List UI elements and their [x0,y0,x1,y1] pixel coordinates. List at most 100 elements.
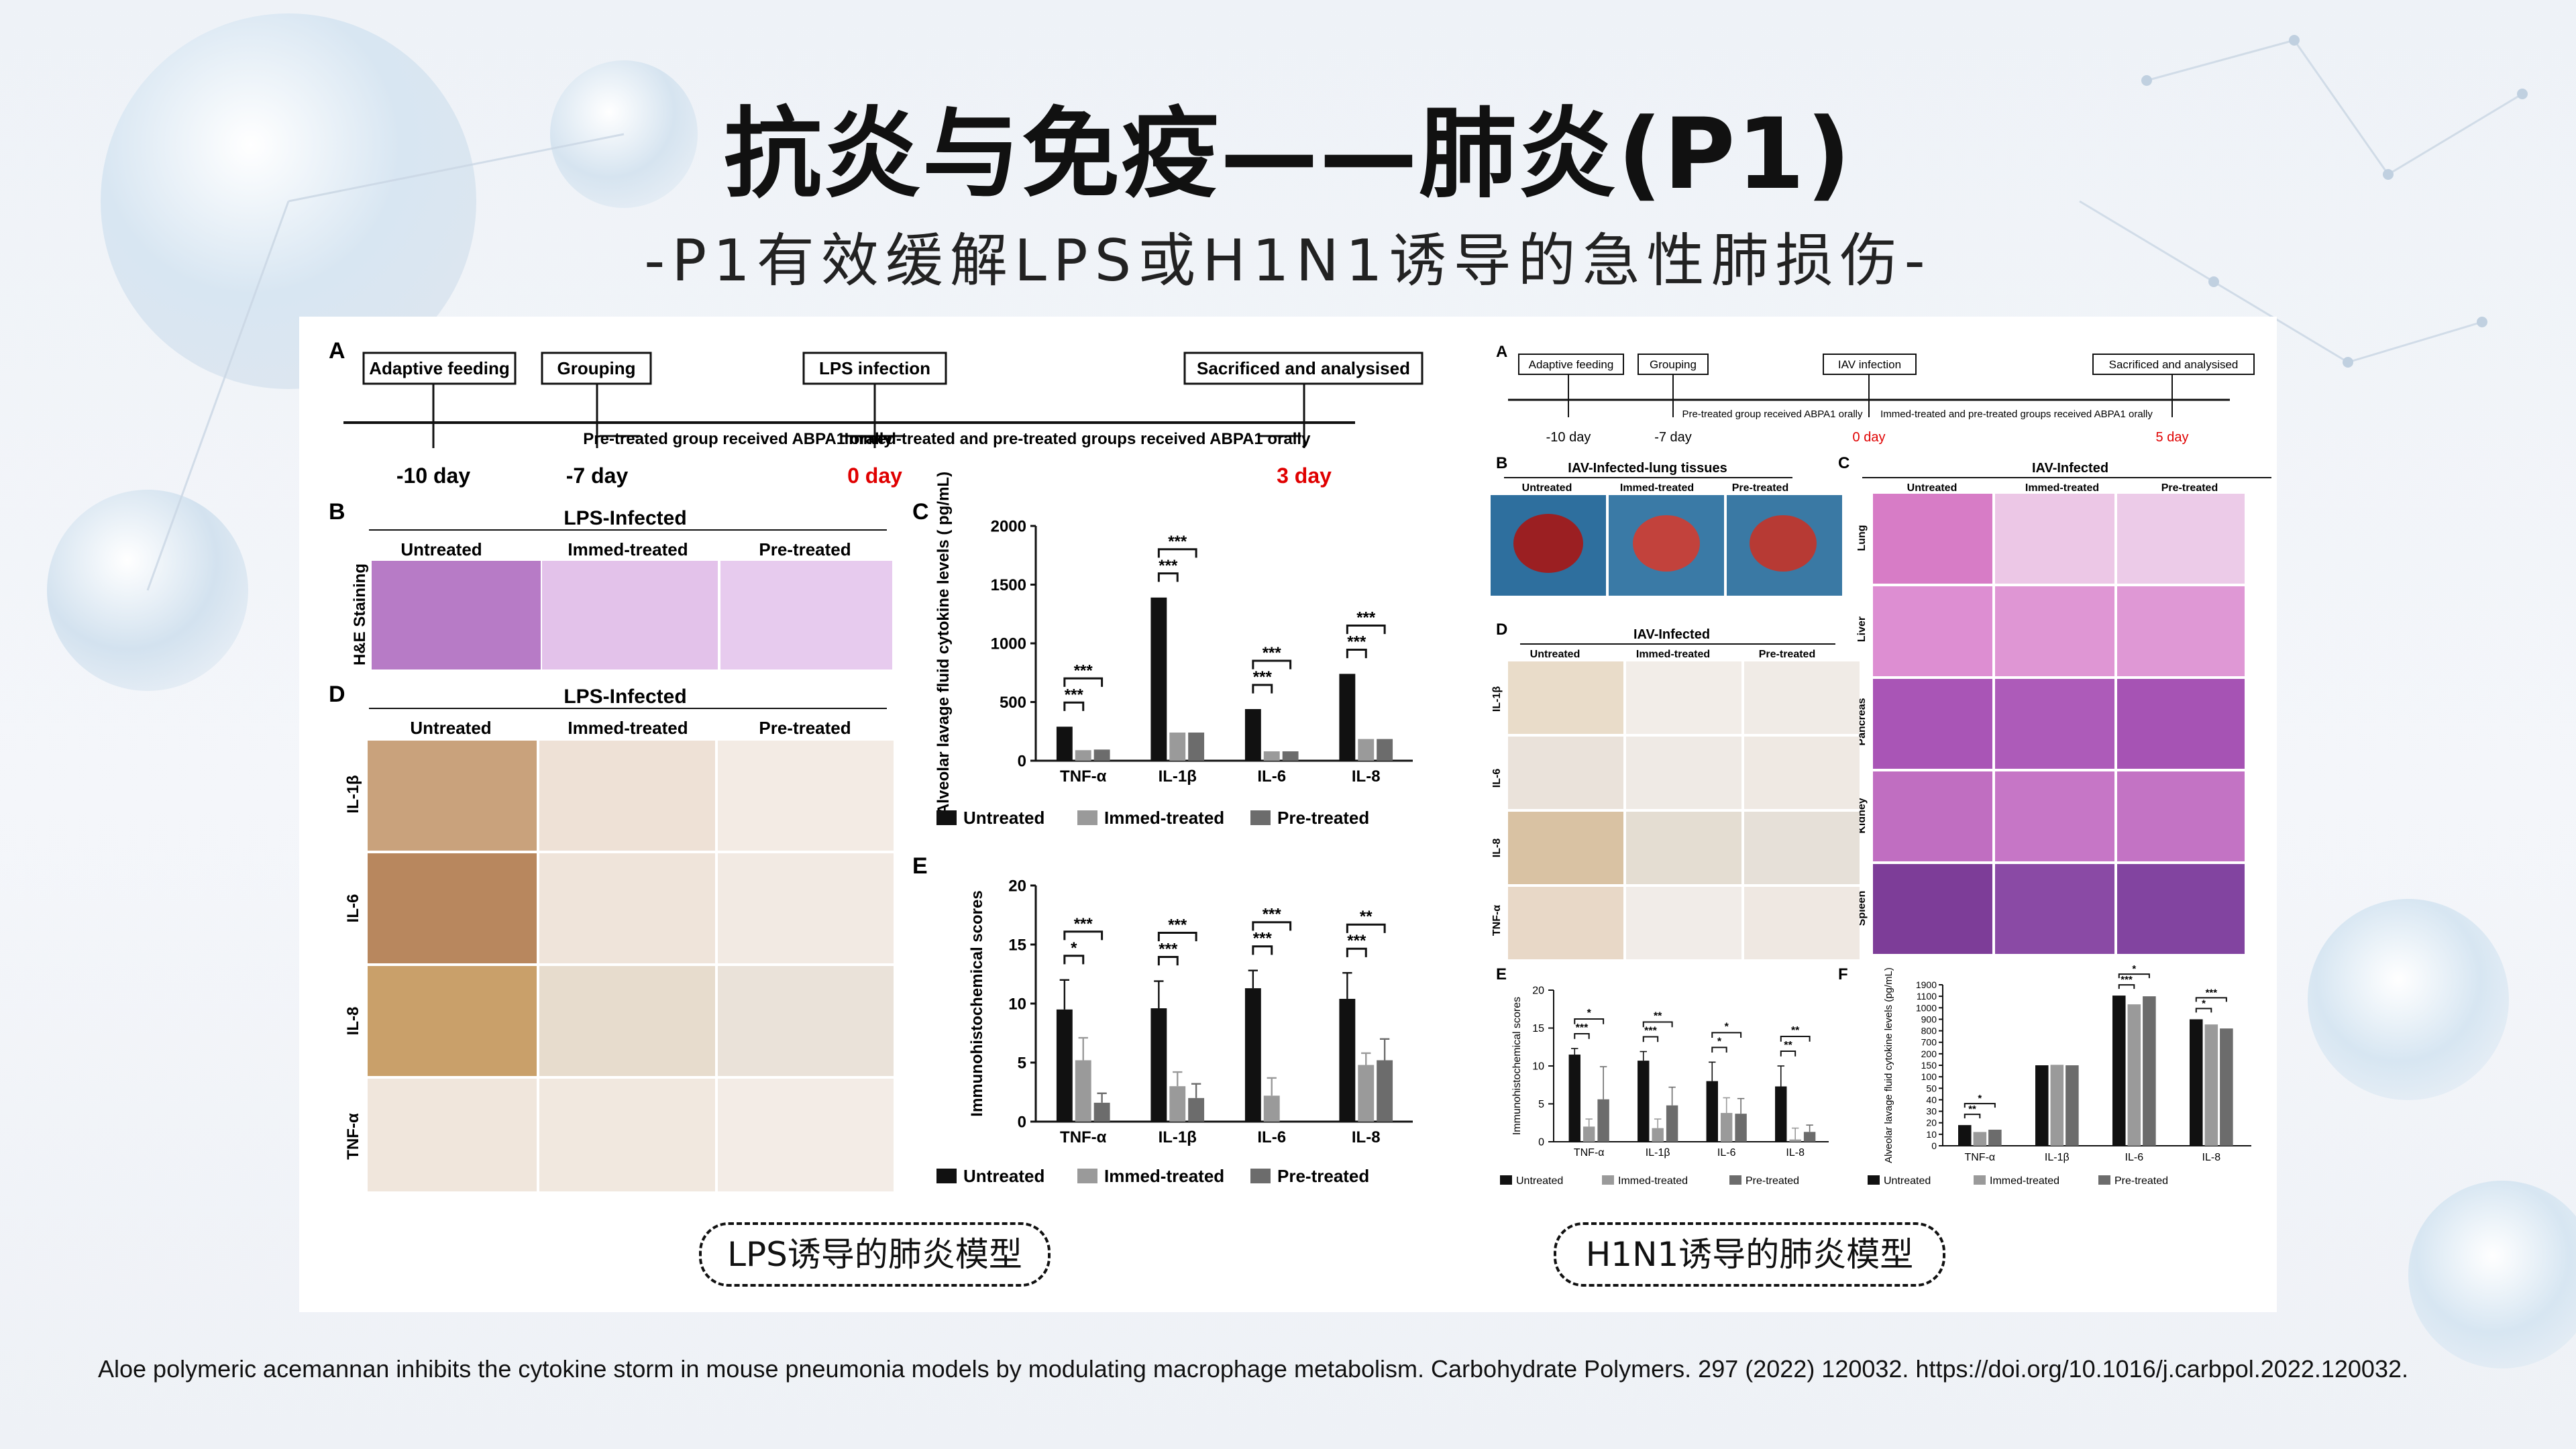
bar [1244,709,1261,761]
ihc-grid: IL-1β IL-6 IL-8 TNF-α [1491,661,1860,959]
bar [1075,750,1091,761]
bar [1597,1099,1609,1142]
x-tick-label: TNF-α [1060,767,1107,786]
svg-text:IL-6: IL-6 [344,894,362,923]
significance-bracket [1346,923,1386,933]
significance-label: *** [1159,941,1178,959]
timeline-event: Sacrificed and analysised 5 day [2092,354,2255,445]
significance-label: *** [1065,686,1084,704]
y-tick-label: 1000 [991,635,1026,653]
y-tick-label: 1000 [1916,1002,1937,1013]
bar [1582,1126,1595,1142]
column-header: Untreated [1522,482,1572,494]
bar [1720,1113,1733,1142]
h1n1-figure: A Adaptive feeding -10 day Grouping -7 d… [1491,343,2271,1187]
significance-label: *** [1253,668,1273,686]
svg-text:-7 day: -7 day [566,464,629,488]
timeline-event: LPS infection 0 day [802,352,947,488]
y-tick-label: 30 [1926,1106,1937,1117]
y-tick-label: 0 [1018,752,1026,770]
svg-text:Untreated: Untreated [963,808,1044,828]
bar [2204,1024,2218,1146]
significance-label: ** [1784,1040,1792,1051]
bar [1803,1132,1816,1142]
x-tick-label: TNF-α [1060,1128,1107,1146]
h1n1-ihc-chart: 0 5 10 15 20 Immunohistochemical scores TNF-α *… [1511,985,1829,1159]
bar [1377,739,1393,761]
y-axis-label: Immunohistochemical scores [1511,997,1523,1135]
y-tick-label: 5 [1018,1054,1026,1072]
svg-text:Untreated: Untreated [1516,1175,1563,1187]
timeline-note: Immed-treated and pre-treated groups rec… [845,430,1311,448]
significance-bracket [1711,1046,1727,1053]
y-tick-label: 20 [1008,877,1026,895]
timeline-event: Grouping -7 day [1638,354,1709,445]
panel-label: D [1496,621,1507,639]
h1n1-model-caption: H1N1诱导的肺炎模型 [1554,1222,1945,1287]
significance-label: *** [1074,915,1093,933]
bar [1666,1105,1678,1142]
significance-label: * [1071,939,1077,957]
bar [2050,1065,2064,1146]
x-tick-label: TNF-α [1574,1147,1605,1159]
x-tick-label: IL-1β [1159,767,1197,786]
significance-bracket [1157,932,1197,942]
section-title: LPS-Infected [564,507,686,529]
svg-text:TNF-α: TNF-α [344,1113,362,1160]
timeline-event: Sacrificed and analysised 3 day [1183,352,1424,488]
timeline-event: IAV infection 0 day [1823,354,1917,445]
panel-label: C [1838,454,1849,472]
svg-text:-10 day: -10 day [1546,430,1591,445]
significance-label: *** [1253,930,1273,948]
significance-label: *** [1263,644,1282,662]
svg-text:Sacrificed and analysised: Sacrificed and analysised [1197,358,1410,378]
significance-label: *** [1347,633,1366,651]
column-header: Immed-treated [1620,482,1694,494]
svg-text:IL-8: IL-8 [1491,839,1503,858]
row-label: H&E Staining [351,564,369,665]
svg-text:IAV infection: IAV infection [1838,358,1901,371]
network-lines-decoration [146,35,2528,591]
x-tick-label: IL-8 [1786,1147,1805,1159]
svg-text:0 day: 0 day [847,464,902,488]
x-tick-label: IL-6 [1717,1147,1736,1159]
y-axis-label: Alveolar lavage fluid cytokine levels (p… [1883,967,1894,1163]
y-tick-label: 500 [1000,694,1026,712]
panel-label: C [912,499,929,525]
significance-bracket [1346,947,1367,957]
significance-bracket [1157,548,1197,558]
significance-label: *** [1168,533,1187,551]
panel-label: A [329,338,345,364]
bar [1093,1102,1110,1122]
timeline-event: Adaptive feeding -10 day [1518,354,1624,445]
y-tick-label: 20 [1532,985,1544,997]
bar [1263,751,1280,761]
y-tick-label: 50 [1926,1083,1937,1093]
significance-label: *** [1576,1022,1589,1034]
y-tick-label: 1500 [991,576,1026,594]
timeline-event: Grouping -7 day [541,352,652,488]
y-tick-label: 10 [1926,1129,1937,1140]
svg-text:Lung: Lung [1856,525,1868,551]
he-image-untreated [372,561,541,669]
significance-bracket [1642,1021,1673,1028]
section-title: IAV-Infected [2032,461,2108,476]
y-tick-label: 1100 [1917,991,1937,1002]
y-tick-label: 40 [1926,1094,1937,1105]
x-tick-label: IL-6 [1257,1128,1286,1146]
lps-cytokine-chart: 0 500 1000 1500 2000 Alveolar lavage fluid cy… [934,472,1413,815]
bar [2127,1004,2141,1146]
bar [1188,733,1205,761]
organ-grid: Lung Liver Pancreas Kidney Spleen [1856,494,2245,954]
y-axis-label: Alveolar lavage fluid cytokine levels ( … [934,472,953,815]
significance-label: *** [1159,557,1178,575]
svg-text:Immed-treated: Immed-treated [1104,808,1224,828]
significance-bracket [1964,1114,1981,1119]
bar [1150,1008,1167,1122]
significance-label: *** [2206,987,2218,998]
significance-bracket [1252,659,1292,669]
y-tick-label: 1900 [1916,979,1937,990]
y-tick-label: 20 [1926,1118,1937,1128]
significance-bracket [1252,684,1273,694]
significance-bracket [1252,945,1273,955]
